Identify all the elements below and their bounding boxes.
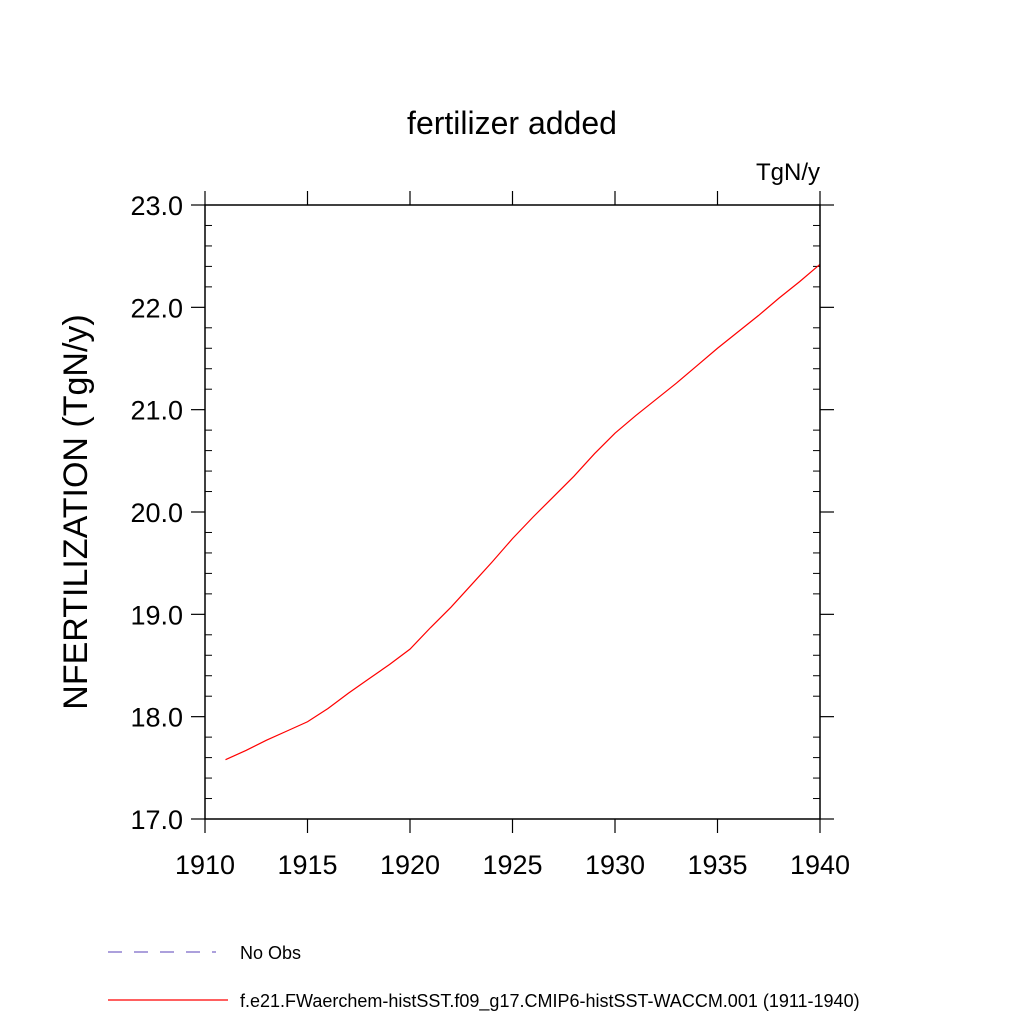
x-tick-label: 1920 — [380, 850, 440, 880]
y-tick-label: 19.0 — [130, 600, 183, 630]
series-line — [225, 263, 821, 761]
y-tick-label: 23.0 — [130, 191, 183, 221]
legend-label: No Obs — [240, 943, 301, 963]
legend: No Obs f.e21.FWaerchem-histSST.f09_g17.CM… — [108, 943, 860, 1012]
series-layer — [225, 263, 821, 761]
y-tick-label: 20.0 — [130, 498, 183, 528]
legend-label: f.e21.FWaerchem-histSST.f09_g17.CMIP6-hi… — [240, 991, 860, 1012]
y-tick-label: 18.0 — [130, 703, 183, 733]
chart-title: fertilizer added — [407, 105, 617, 141]
y-tick-label: 21.0 — [130, 396, 183, 426]
plot-frame — [204, 204, 821, 820]
x-tick-label: 1935 — [687, 850, 747, 880]
x-tick-label: 1940 — [790, 850, 850, 880]
x-tick-label: 1930 — [585, 850, 645, 880]
y-tick-label: 22.0 — [130, 293, 183, 323]
x-tick-label: 1910 — [175, 850, 235, 880]
tick-labels: 1910 1915 1920 1925 1930 1935 1940 17.0 18.0 19.0… — [130, 191, 850, 880]
y-tick-label: 17.0 — [130, 805, 183, 835]
axis-ticks — [191, 191, 834, 833]
x-tick-label: 1915 — [277, 850, 337, 880]
units-label: TgN/y — [756, 159, 820, 186]
x-tick-label: 1925 — [482, 850, 542, 880]
y-axis-label: NFERTILIZATION (TgN/y) — [57, 314, 95, 709]
